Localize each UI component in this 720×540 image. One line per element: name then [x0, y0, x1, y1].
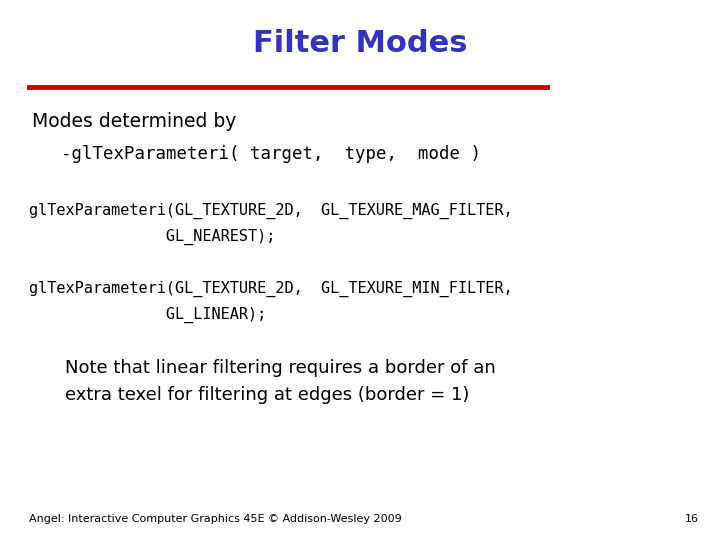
- Text: Note that linear filtering requires a border of an: Note that linear filtering requires a bo…: [65, 359, 495, 377]
- Text: 16: 16: [685, 515, 698, 524]
- Text: -glTexParameteri( target,  type,  mode ): -glTexParameteri( target, type, mode ): [61, 145, 481, 163]
- Text: Modes determined by: Modes determined by: [32, 112, 237, 131]
- Text: glTexParameteri(GL_TEXTURE_2D,  GL_TEXURE_MIN_FILTER,: glTexParameteri(GL_TEXTURE_2D, GL_TEXURE…: [29, 281, 513, 297]
- Text: GL_LINEAR);: GL_LINEAR);: [29, 307, 266, 323]
- Text: Filter Modes: Filter Modes: [253, 29, 467, 58]
- Text: glTexParameteri(GL_TEXTURE_2D,  GL_TEXURE_MAG_FILTER,: glTexParameteri(GL_TEXTURE_2D, GL_TEXURE…: [29, 202, 513, 219]
- Text: Angel: Interactive Computer Graphics 45E © Addison-Wesley 2009: Angel: Interactive Computer Graphics 45E…: [29, 515, 402, 524]
- Text: GL_NEAREST);: GL_NEAREST);: [29, 228, 275, 245]
- Text: extra texel for filtering at edges (border = 1): extra texel for filtering at edges (bord…: [65, 386, 469, 404]
